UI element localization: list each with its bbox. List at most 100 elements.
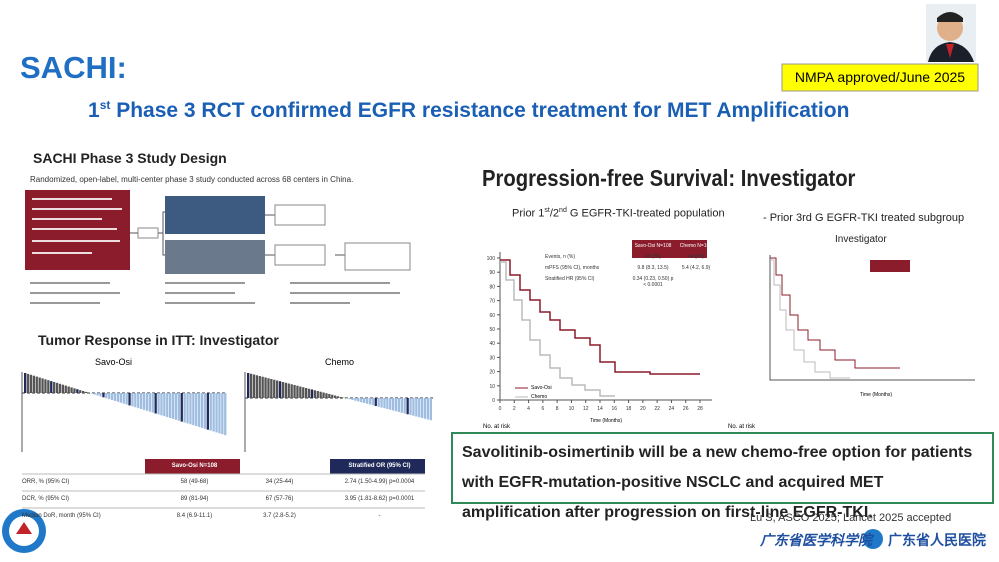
waterfall-bar (302, 387, 305, 398)
waterfall-bar (278, 381, 282, 398)
waterfall-bar (70, 387, 73, 393)
waterfall-bar (290, 384, 293, 398)
box (274, 244, 326, 266)
x-tick-label: 12 (583, 406, 589, 412)
panel-label: Chemo (325, 357, 355, 367)
waterfall-bar (334, 395, 337, 398)
table-header (145, 459, 240, 474)
km-table-cell: 0.34 (0.23, 0.50) p < 0.0001 (632, 276, 674, 288)
waterfall-bar (44, 379, 47, 393)
photo-tie (946, 44, 954, 58)
waterfall-bar (368, 398, 372, 405)
km-title: Prior 1st/2nd G EGFR-TKI-treated populat… (512, 207, 725, 220)
waterfall-bar (386, 398, 389, 409)
km-table-cell: 44 (85) (688, 254, 704, 260)
table-header (330, 459, 425, 474)
y-tick-label: 0 (492, 398, 495, 404)
waterfall-bar (166, 393, 169, 418)
waterfall-bar (421, 398, 424, 418)
waterfall-bar (58, 383, 62, 393)
y-tick-label: 50 (489, 327, 495, 333)
waterfall-bar (293, 385, 296, 398)
callout-box (451, 432, 994, 504)
axis-label: Time (Months) (590, 418, 623, 424)
y-tick-label: 70 (489, 299, 495, 305)
table-cell: - (378, 513, 381, 519)
km-table-cell: 5.4 (4.2, 6.9) (681, 265, 711, 271)
waterfall-bar (284, 382, 287, 398)
waterfall-bar (180, 393, 183, 422)
x-tick-label: 6 (541, 406, 544, 412)
waterfall-bar (403, 398, 406, 414)
panel-label: Savo-Osi (95, 357, 133, 367)
box (344, 242, 411, 271)
waterfall-bar (363, 398, 366, 403)
waterfall-bar (206, 393, 209, 430)
waterfall-bar (406, 398, 409, 415)
x-tick-label: 28 (697, 406, 703, 412)
table-header-cell: Stratified OR (95% CI) (348, 463, 411, 469)
waterfall-bar (200, 393, 204, 428)
logo (16, 522, 32, 534)
waterfall-bar (183, 393, 186, 423)
waterfall-bar (365, 398, 369, 404)
km-title: - Prior 3rd G EGFR-TKI treated subgroup (763, 212, 965, 224)
waterfall-bar (345, 398, 348, 399)
waterfall-bar (322, 392, 325, 398)
waterfall-bar (82, 391, 85, 393)
randomization (137, 227, 159, 239)
waterfall-bar (174, 393, 178, 420)
waterfall-bar (357, 398, 360, 402)
waterfall-bar (102, 393, 105, 398)
waterfall-bar (145, 393, 149, 411)
waterfall-bar (351, 398, 354, 400)
subtitle: 1st Phase 3 RCT confirmed EGFR resistanc… (88, 98, 849, 123)
waterfall-bar (142, 393, 146, 410)
waterfall-bar (429, 398, 432, 421)
y-tick-label: 60 (489, 313, 495, 319)
waterfall-bar (339, 397, 343, 398)
waterfall-bar (394, 398, 398, 412)
table-cell: 58 (49-68) (180, 479, 209, 485)
table-cell: 67 (57-76) (265, 496, 294, 502)
t: Prior 1 (512, 207, 545, 220)
waterfall-bar (426, 398, 430, 420)
waterfall-bar (418, 398, 421, 418)
x-tick-label: 18 (626, 406, 632, 412)
waterfall-bar (313, 390, 316, 398)
waterfall-bar (73, 388, 76, 393)
waterfall-bar (360, 398, 363, 403)
subtitle-number: 1 (88, 99, 100, 122)
km-curve-savo (500, 259, 700, 375)
km-table-cell: Savo-Osi N=108 (634, 243, 672, 249)
waterfall-bar (171, 393, 175, 419)
waterfall-bar (119, 393, 122, 403)
waterfall-bar (105, 393, 108, 399)
waterfall (21, 372, 435, 452)
waterfall-bar (328, 394, 331, 398)
logo (863, 529, 883, 549)
waterfall-bar (299, 386, 302, 398)
photo-hair (937, 12, 963, 22)
km-table-cell: 40 (59) (645, 254, 661, 260)
waterfall-bar (224, 393, 227, 436)
km-table-header (870, 260, 910, 272)
y-tick-label: 20 (489, 370, 495, 376)
waterfall-bar (307, 388, 311, 398)
waterfall-bar (108, 393, 111, 400)
x-tick-label: 22 (654, 406, 660, 412)
y-tick-label: 30 (489, 355, 495, 361)
waterfall-bar (305, 388, 308, 398)
table-rules (22, 473, 425, 509)
legend-entry: Chemo (531, 394, 548, 400)
waterfall-bar (258, 376, 261, 398)
waterfall-bar (113, 393, 117, 401)
waterfall-bar (148, 393, 151, 412)
arrows (130, 211, 345, 256)
waterfall-bar (125, 393, 128, 405)
waterfall-bar (377, 398, 380, 407)
note: Randomized, open-label, multi-center pha… (30, 175, 354, 184)
waterfall-bar (163, 393, 166, 417)
